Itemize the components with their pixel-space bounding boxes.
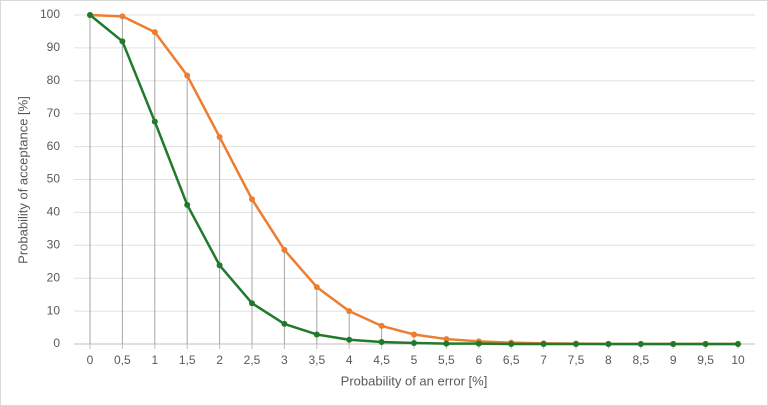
x-tick-label: 5	[411, 353, 418, 367]
point	[119, 13, 126, 20]
point	[540, 341, 547, 347]
point	[637, 341, 644, 347]
x-tick-label: 8,5	[632, 353, 649, 367]
y-tick-label: 50	[47, 172, 61, 186]
point	[605, 341, 612, 347]
y-tick-label: 0	[53, 336, 60, 350]
point	[249, 196, 255, 203]
point	[216, 262, 223, 269]
y-tick-label: 40	[47, 205, 61, 219]
x-tick-label: 1	[151, 353, 158, 367]
point	[475, 340, 482, 347]
point	[216, 134, 223, 141]
y-tick-label: 10	[47, 303, 61, 317]
x-tick-label: 4	[346, 353, 353, 367]
point	[411, 340, 417, 347]
x-tick-label: 6	[475, 353, 482, 367]
point	[87, 12, 93, 18]
point	[670, 341, 677, 347]
point	[411, 331, 417, 338]
y-tick-label: 70	[47, 106, 61, 120]
x-tick-label: 9,5	[697, 353, 714, 367]
x-tick-label: 5,5	[438, 353, 455, 367]
point	[508, 341, 515, 347]
point	[443, 336, 450, 343]
x-tick-label: 1,5	[179, 353, 196, 367]
point	[378, 322, 385, 329]
point	[735, 341, 741, 347]
y-axis-title: Probability of acceptance [%]	[15, 96, 30, 264]
y-tick-label: 90	[47, 40, 61, 54]
point	[443, 340, 450, 347]
x-tick-label: 3	[281, 353, 288, 367]
point	[378, 339, 385, 346]
x-tick-label: 6,5	[503, 353, 520, 367]
point	[151, 118, 158, 125]
x-tick-label: 7	[540, 353, 547, 367]
point	[151, 29, 158, 36]
x-axis-title: Probability of an error [%]	[341, 373, 488, 388]
point	[281, 246, 288, 253]
point	[119, 38, 126, 45]
point	[346, 308, 353, 315]
x-tick-label: 2,5	[244, 353, 261, 367]
point	[184, 72, 191, 79]
point	[573, 341, 579, 347]
x-tick-label: 8	[605, 353, 612, 367]
point	[313, 284, 320, 291]
x-tick-label: 0,5	[114, 353, 131, 367]
point	[249, 300, 255, 307]
x-tick-label: 7,5	[568, 353, 585, 367]
x-tick-label: 2	[216, 353, 223, 367]
point	[313, 331, 320, 338]
y-tick-label: 60	[47, 139, 61, 153]
point	[281, 320, 288, 327]
y-tick-label: 20	[47, 270, 61, 284]
point	[184, 201, 191, 208]
y-tick-label: 30	[47, 237, 61, 251]
x-tick-label: 0	[87, 353, 94, 367]
point	[702, 341, 709, 347]
y-tick-label: 100	[40, 7, 60, 21]
x-tick-label: 4,5	[373, 353, 390, 367]
x-tick-label: 3,5	[308, 353, 325, 367]
y-tick-label: 80	[47, 73, 61, 87]
x-tick-label: 10	[731, 353, 745, 367]
point	[346, 336, 353, 343]
x-tick-label: 9	[670, 353, 677, 367]
